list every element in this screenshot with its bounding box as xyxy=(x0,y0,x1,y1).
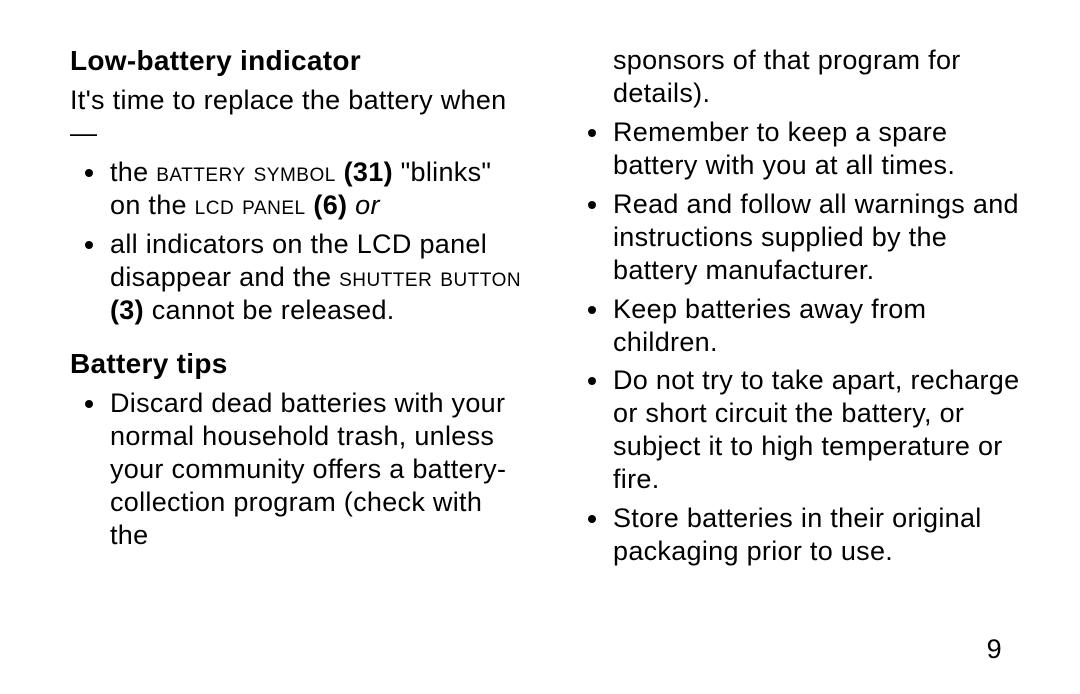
intro-paragraph: It's time to replace the battery when— xyxy=(70,84,527,150)
manual-page: Low-battery indicator It's time to repla… xyxy=(0,0,1080,694)
page-number: 9 xyxy=(987,633,1030,666)
list-item-continuation: sponsors of that program for details). xyxy=(611,44,1030,110)
list-item: Do not try to take apart, recharge or sh… xyxy=(611,364,1030,496)
list-item: Store batteries in their original packag… xyxy=(611,502,1030,568)
two-column-layout: Low-battery indicator It's time to repla… xyxy=(70,44,1030,625)
heading-low-battery: Low-battery indicator xyxy=(70,44,527,78)
low-battery-bullet-list: the battery symbol (31) "blinks" on the … xyxy=(70,156,527,333)
right-column: sponsors of that program for details). R… xyxy=(573,44,1030,625)
list-item: Remember to keep a spare battery with yo… xyxy=(611,116,1030,182)
left-column: Low-battery indicator It's time to repla… xyxy=(70,44,527,625)
battery-tips-bullet-list-left: Discard dead batteries with your normal … xyxy=(70,387,527,558)
list-item: Keep batteries away from children. xyxy=(611,293,1030,359)
list-item: Discard dead batteries with your normal … xyxy=(108,387,527,552)
list-item: all indicators on the LCD panel disappea… xyxy=(108,228,527,327)
heading-battery-tips: Battery tips xyxy=(70,347,527,381)
battery-tips-bullet-list-right: sponsors of that program for details). R… xyxy=(573,44,1030,574)
list-item: Read and follow all warnings and instruc… xyxy=(611,188,1030,287)
list-item: the battery symbol (31) "blinks" on the … xyxy=(108,156,527,222)
